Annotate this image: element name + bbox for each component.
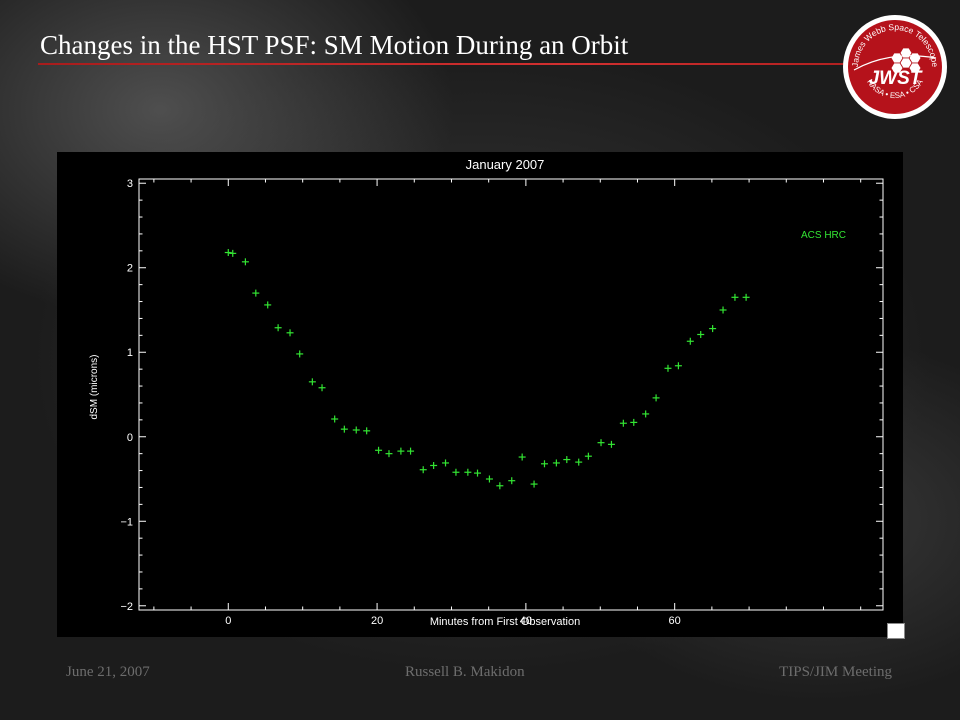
y-tick-label: −2 <box>120 601 133 613</box>
data-point <box>686 337 694 345</box>
data-point <box>508 477 516 485</box>
dsm-scatter-plot: January 2007 0 20 40 60 −2 −1 0 1 2 3 ACS HRC Min… <box>89 157 884 628</box>
y-axis-label: dSM (microns) <box>89 354 100 419</box>
data-point <box>563 456 571 464</box>
data-point <box>530 480 538 488</box>
data-point <box>584 452 592 460</box>
data-point <box>385 450 393 458</box>
y-tick-label: 3 <box>127 178 133 190</box>
data-point <box>340 425 348 433</box>
x-tick-label: 60 <box>669 615 681 627</box>
data-point <box>496 482 504 490</box>
x-tick-label: 20 <box>371 615 383 627</box>
plot-panel: January 2007 0 20 40 60 −2 −1 0 1 2 3 ACS HRC Min… <box>57 152 903 637</box>
data-point <box>464 468 472 476</box>
data-point <box>575 458 583 466</box>
data-point <box>742 293 750 301</box>
jwst-logo: James Webb Space Telescope JWST NASA • E… <box>843 15 947 119</box>
logo-wordmark: JWST <box>869 68 923 89</box>
data-point <box>597 439 605 447</box>
data-point <box>318 384 326 392</box>
data-point <box>630 418 638 426</box>
y-tick-label: 1 <box>127 347 133 359</box>
x-axis-label: Minutes from First Observation <box>430 616 580 628</box>
data-point <box>352 426 360 434</box>
data-point <box>452 468 460 476</box>
data-point <box>397 447 405 455</box>
data-point <box>241 258 249 266</box>
data-point <box>224 249 232 257</box>
data-point <box>518 453 526 461</box>
data-point <box>331 415 339 423</box>
y-tick-label: −1 <box>120 516 133 528</box>
legend-label: ACS HRC <box>801 230 846 241</box>
x-tick-label: 0 <box>225 615 231 627</box>
data-point <box>264 301 272 309</box>
plot-frame <box>138 178 884 611</box>
data-point <box>719 306 727 314</box>
footer-date: June 21, 2007 <box>66 664 150 680</box>
mirror-hexagons-icon <box>890 47 922 74</box>
data-point <box>419 466 427 474</box>
footer-meeting: TIPS/JIM Meeting <box>779 664 892 680</box>
data-point <box>709 325 717 333</box>
logo-swoosh <box>853 55 937 71</box>
chart-title: January 2007 <box>466 157 545 172</box>
y-tick-label: 2 <box>127 263 133 275</box>
data-point <box>229 249 237 257</box>
title-divider <box>38 63 923 65</box>
data-point <box>652 394 660 402</box>
data-point <box>474 469 482 477</box>
data-point <box>540 460 548 468</box>
data-point <box>363 427 371 435</box>
data-point <box>286 329 294 337</box>
x-tick-label: 40 <box>520 615 532 627</box>
data-point <box>674 362 682 370</box>
slide-title: Changes in the HST PSF: SM Motion During… <box>40 30 629 60</box>
data-point <box>642 410 650 418</box>
resize-handle-icon[interactable] <box>887 623 905 639</box>
data-point <box>296 350 304 358</box>
data-point <box>607 440 615 448</box>
data-point <box>552 459 560 467</box>
data-point <box>619 419 627 427</box>
data-point <box>430 461 438 469</box>
data-point <box>664 364 672 372</box>
data-point <box>274 324 282 332</box>
data-point <box>252 289 260 297</box>
data-point <box>731 293 739 301</box>
y-tick-label: 0 <box>127 432 133 444</box>
data-point <box>308 378 316 386</box>
data-point <box>407 447 415 455</box>
data-point <box>375 446 383 454</box>
data-point <box>442 459 450 467</box>
footer-author: Russell B. Makidon <box>405 664 525 680</box>
data-point <box>697 330 705 338</box>
data-point <box>485 475 493 483</box>
